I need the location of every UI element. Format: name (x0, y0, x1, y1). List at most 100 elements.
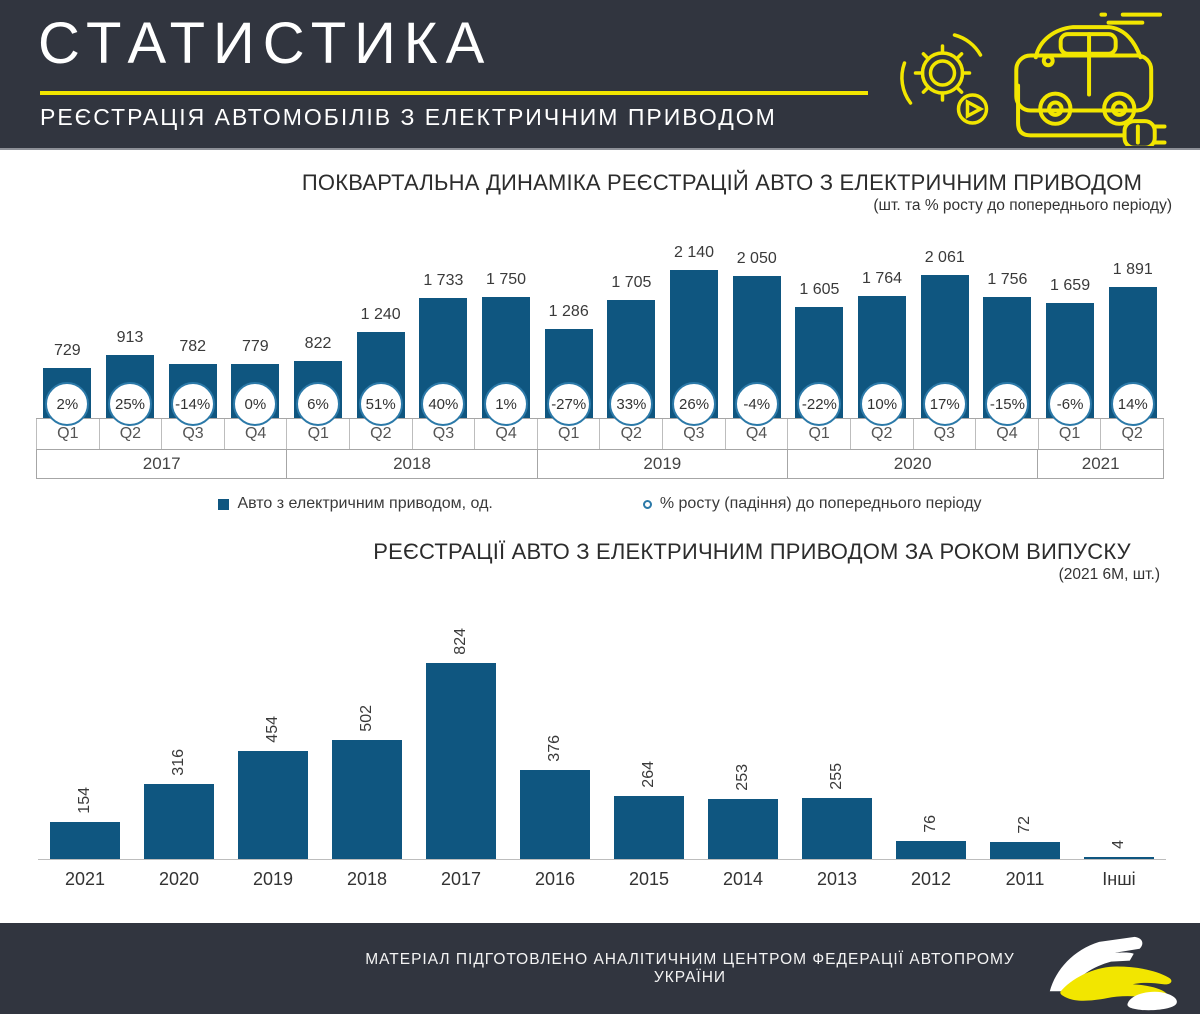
registration-bar (1084, 857, 1154, 859)
registration-bar (238, 751, 308, 859)
chart-slot: 1 659 -6% (1039, 228, 1102, 426)
year-group-label: 2020 (788, 450, 1039, 478)
year-group-label: 2018 (287, 450, 538, 478)
bar-value-label: 376 (546, 735, 563, 762)
chart-slot: 255 (790, 611, 884, 859)
registration-bar (332, 740, 402, 859)
bar-value-label: 253 (734, 764, 751, 791)
legend-label: Авто з електричним приводом, од. (237, 495, 493, 512)
chart-slot: 782 -14% (161, 228, 224, 426)
quarter-label: Q1 (788, 419, 851, 449)
chart-slot: 729 2% (36, 228, 99, 426)
growth-percent-circle: -27% (546, 382, 591, 426)
chart-slot: 264 (602, 611, 696, 859)
bar-value-label: 316 (170, 749, 187, 776)
footer-credit: МАТЕРІАЛ ПІДГОТОВЛЕНО АНАЛІТИЧНИМ ЦЕНТРО… (365, 950, 1015, 986)
by-year-chart-section: РЕЄСТРАЦІЇ АВТО З ЕЛЕКТРИЧНИМ ПРИВОДОМ З… (0, 515, 1200, 893)
quarter-labels-row: Q1 Q2 Q3 Q4 Q1 Q2 Q3 Q4 Q1 Q2 Q3 Q4 Q1 Q2 Q3 Q4 Q1 Q2 (36, 418, 1164, 449)
quarterly-plot: 729 2% 913 25% 782 -14% 779 0% 822 6% 1 240 51% 1 73… (36, 228, 1164, 426)
registration-bar (144, 784, 214, 859)
chart-slot: 1 605 -22% (788, 228, 851, 426)
registration-bar (426, 663, 496, 859)
registration-bar (802, 798, 872, 859)
quarter-label: Q2 (350, 419, 413, 449)
bar-value-label: 1 891 (1112, 261, 1153, 278)
bar-value-label: 782 (179, 338, 207, 355)
year-group-label: 2019 (538, 450, 788, 478)
year-label: 2019 (252, 869, 294, 889)
quarter-label: Q1 (1039, 419, 1102, 449)
footer: МАТЕРІАЛ ПІДГОТОВЛЕНО АНАЛІТИЧНИМ ЦЕНТРО… (0, 923, 1200, 1014)
bar-value-label: 76 (922, 815, 939, 833)
chart-slot: 72 (978, 611, 1072, 859)
bar-value-label: 779 (241, 338, 269, 355)
year-group-label: 2021 (1038, 450, 1164, 478)
bar-value-label: 454 (264, 716, 281, 743)
registration-bar (708, 799, 778, 859)
chart-slot: 4 (1072, 611, 1166, 859)
growth-percent-circle: 25% (108, 382, 152, 426)
growth-percent-circle: -6% (1048, 382, 1093, 426)
growth-percent-circle: 6% (296, 382, 341, 426)
chart-slot: 1 240 51% (349, 228, 412, 426)
quarterly-chart-section: ПОКВАРТАЛЬНА ДИНАМІКА РЕЄСТРАЦІЙ АВТО З … (0, 150, 1200, 515)
quarter-label: Q4 (726, 419, 789, 449)
legend: Авто з електричним приводом, од. % росту… (0, 493, 1200, 515)
growth-percent-circle: -22% (797, 382, 842, 426)
quarter-label: Q3 (162, 419, 225, 449)
chart-slot: 1 750 1% (475, 228, 538, 426)
bar-value-label: 1 756 (987, 271, 1028, 288)
chart-slot: 2 050 -4% (725, 228, 788, 426)
growth-percent-circle: 0% (233, 382, 278, 426)
chart-slot: 454 (226, 611, 320, 859)
registration-bar (520, 770, 590, 859)
chart-slot: 1 705 33% (600, 228, 663, 426)
by-year-plot: 154 316 454 502 824 376 264 253 255 76 72 4 (38, 611, 1166, 859)
growth-percent-circle: 40% (421, 382, 466, 426)
chart-slot: 779 0% (224, 228, 287, 426)
year-label: 2011 (1005, 869, 1045, 889)
year-labels-row: 2017 2018 2019 2020 2021 (36, 449, 1164, 479)
year-label: 2020 (158, 869, 200, 889)
year-label: 2013 (816, 869, 858, 889)
bar-value-label: 2 050 (736, 250, 777, 267)
growth-percent-circle: 2% (45, 382, 90, 426)
bar-value-label: 824 (452, 628, 469, 655)
chart-slot: 1 733 40% (412, 228, 475, 426)
year-label: 2021 (64, 869, 106, 889)
quarter-label: Q1 (36, 419, 100, 449)
chart-slot: 316 (132, 611, 226, 859)
bar-value-label: 2 061 (924, 249, 965, 266)
quarter-label: Q2 (600, 419, 664, 449)
gear-play-icon (900, 33, 989, 125)
year-label: 2017 (440, 869, 482, 889)
bar-value-label: 154 (76, 787, 93, 814)
quarter-label: Q4 (976, 419, 1039, 449)
bar-value-label: 72 (1016, 816, 1033, 834)
registration-bar (896, 841, 966, 859)
quarter-label: Q2 (100, 419, 163, 449)
legend-item-growth: % росту (падіння) до попереднього період… (642, 495, 982, 513)
bar-value-label: 729 (53, 342, 81, 359)
growth-percent-circle: 33% (609, 382, 654, 426)
quarter-label: Q1 (287, 419, 351, 449)
chart-slot: 2 061 17% (913, 228, 976, 426)
chart-slot: 1 756 -15% (976, 228, 1039, 426)
chart-slot: 2 140 26% (663, 228, 726, 426)
year-label: 2016 (534, 869, 576, 889)
quarter-label: Q2 (1101, 419, 1164, 449)
bar-marker-icon (218, 498, 230, 510)
registration-bar (990, 842, 1060, 859)
circle-marker-icon (642, 499, 652, 509)
bar-value-label: 264 (640, 761, 657, 788)
bar-value-label: 1 240 (360, 306, 401, 323)
chart-slot: 253 (696, 611, 790, 859)
year-label: 2018 (346, 869, 388, 889)
page-title: СТАТИСТИКА (38, 11, 493, 76)
quarter-label: Q3 (413, 419, 476, 449)
growth-percent-circle: 51% (358, 382, 403, 426)
registration-bar (50, 822, 120, 859)
legend-item-bars: Авто з електричним приводом, од. (218, 495, 493, 513)
bar-value-label: 502 (358, 705, 375, 732)
growth-percent-circle: 26% (672, 382, 717, 426)
